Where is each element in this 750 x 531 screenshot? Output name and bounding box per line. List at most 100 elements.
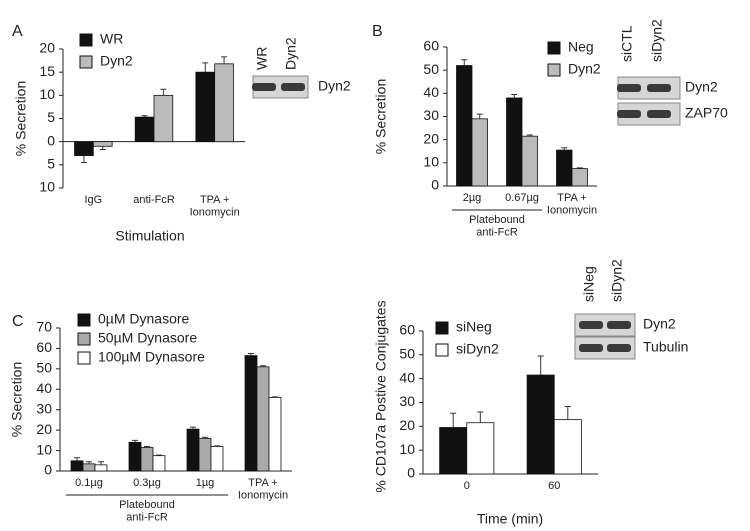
error-bar [477, 411, 484, 423]
error-bar [202, 62, 209, 73]
legend-swatch [79, 55, 93, 69]
bar [214, 63, 234, 143]
x-tick-label: 1µg [196, 477, 215, 489]
panel-letter: C [12, 313, 24, 330]
blot-band [607, 344, 631, 352]
blot-panel [574, 336, 636, 360]
error-bar [144, 445, 150, 448]
bar [439, 427, 468, 475]
bar [128, 441, 142, 472]
bar [140, 447, 154, 472]
y-tick-label: 30 [399, 393, 415, 409]
bar [195, 71, 216, 143]
blot-panel [574, 313, 636, 337]
y-tick-label: 60 [36, 339, 52, 355]
blot-band [647, 84, 671, 92]
y-tick-label: 60 [423, 38, 439, 54]
bar [466, 422, 495, 475]
lane-label: Dyn2 [283, 37, 299, 70]
blot-band [252, 83, 276, 91]
error-bar [160, 88, 167, 96]
bar [74, 141, 94, 156]
legend-swatch [435, 343, 449, 357]
bar [268, 397, 282, 472]
error-bar [213, 445, 220, 447]
error-bar [271, 396, 278, 398]
bar [256, 366, 270, 472]
y-tick-label: 10 [39, 86, 55, 102]
error-bar [561, 147, 568, 151]
x-axis-label: Time (min) [477, 511, 543, 527]
x-tick-label: 0 [464, 480, 470, 492]
y-axis-label: % Secretion [13, 81, 29, 156]
x-tick-label: 2µg [463, 192, 482, 204]
lane-label: WR [254, 47, 270, 70]
bar [82, 463, 96, 472]
error-bar [476, 113, 483, 119]
bar [553, 419, 582, 475]
bar [152, 455, 166, 472]
error-bar [155, 454, 162, 456]
y-tick-label: 40 [36, 380, 52, 396]
y-tick-label: 20 [399, 417, 415, 433]
bar [244, 355, 258, 472]
blot-band [647, 110, 671, 118]
panel-letter: B [372, 23, 383, 40]
bar [70, 460, 84, 472]
y-tick-label: 10 [39, 179, 55, 195]
legend-swatch [77, 351, 91, 365]
bar [186, 428, 200, 472]
error-bar [576, 167, 583, 169]
blot-band [607, 321, 631, 329]
error-bar [74, 457, 81, 461]
y-tick-label: 40 [399, 369, 415, 385]
y-tick-label: 0 [431, 177, 439, 193]
y-tick-label: 20 [39, 40, 55, 56]
y-tick-label: 10 [423, 154, 439, 170]
legend-swatch [547, 41, 561, 55]
lane-label: siNeg [581, 266, 597, 302]
y-tick-label: 15 [39, 63, 55, 79]
y-tick-label: 0 [44, 462, 52, 478]
legend-label: 100µM Dynasore [98, 349, 205, 365]
bar [210, 446, 224, 472]
blot-band [281, 83, 305, 91]
group-label: Platebound anti-FcR [469, 214, 525, 239]
error-bar [221, 56, 228, 64]
bar [134, 116, 155, 143]
y-axis-label: % CD107a Postive Conjugates [373, 300, 389, 492]
band-label: Dyn2 [318, 78, 351, 94]
bar [526, 374, 555, 475]
x-axis-label: Stimulation [115, 228, 184, 244]
error-bar [564, 406, 571, 420]
band-label: Tubulin [643, 339, 688, 355]
error-bar [80, 155, 87, 164]
x-tick-label: 60 [548, 480, 560, 492]
legend-swatch [77, 313, 91, 327]
y-tick-label: 30 [423, 107, 439, 123]
x-tick-label: TPA + Ionomycin [547, 192, 597, 217]
bar [506, 97, 523, 187]
bar [198, 437, 212, 472]
error-bar [141, 115, 148, 118]
y-tick-label: 0 [47, 132, 55, 148]
bar [521, 135, 538, 187]
y-tick-label: 10 [36, 441, 52, 457]
x-tick-label: 0.1µg [75, 477, 103, 489]
error-bar [461, 59, 468, 66]
legend-label: 50µM Dynasore [98, 330, 197, 346]
error-bar [537, 355, 544, 376]
y-tick-label: 0 [407, 465, 415, 481]
bar [94, 464, 108, 472]
x-tick-label: 0.3µg [133, 477, 161, 489]
blot-band [579, 321, 603, 329]
error-bar [202, 436, 208, 439]
y-axis-label: % Secretion [9, 362, 25, 437]
bar [92, 141, 113, 147]
blot-band [579, 344, 603, 352]
legend-swatch [77, 332, 91, 346]
legend-label: Dyn2 [568, 61, 601, 77]
error-bar [99, 146, 106, 151]
bar [471, 118, 488, 187]
error-bar [97, 461, 104, 465]
